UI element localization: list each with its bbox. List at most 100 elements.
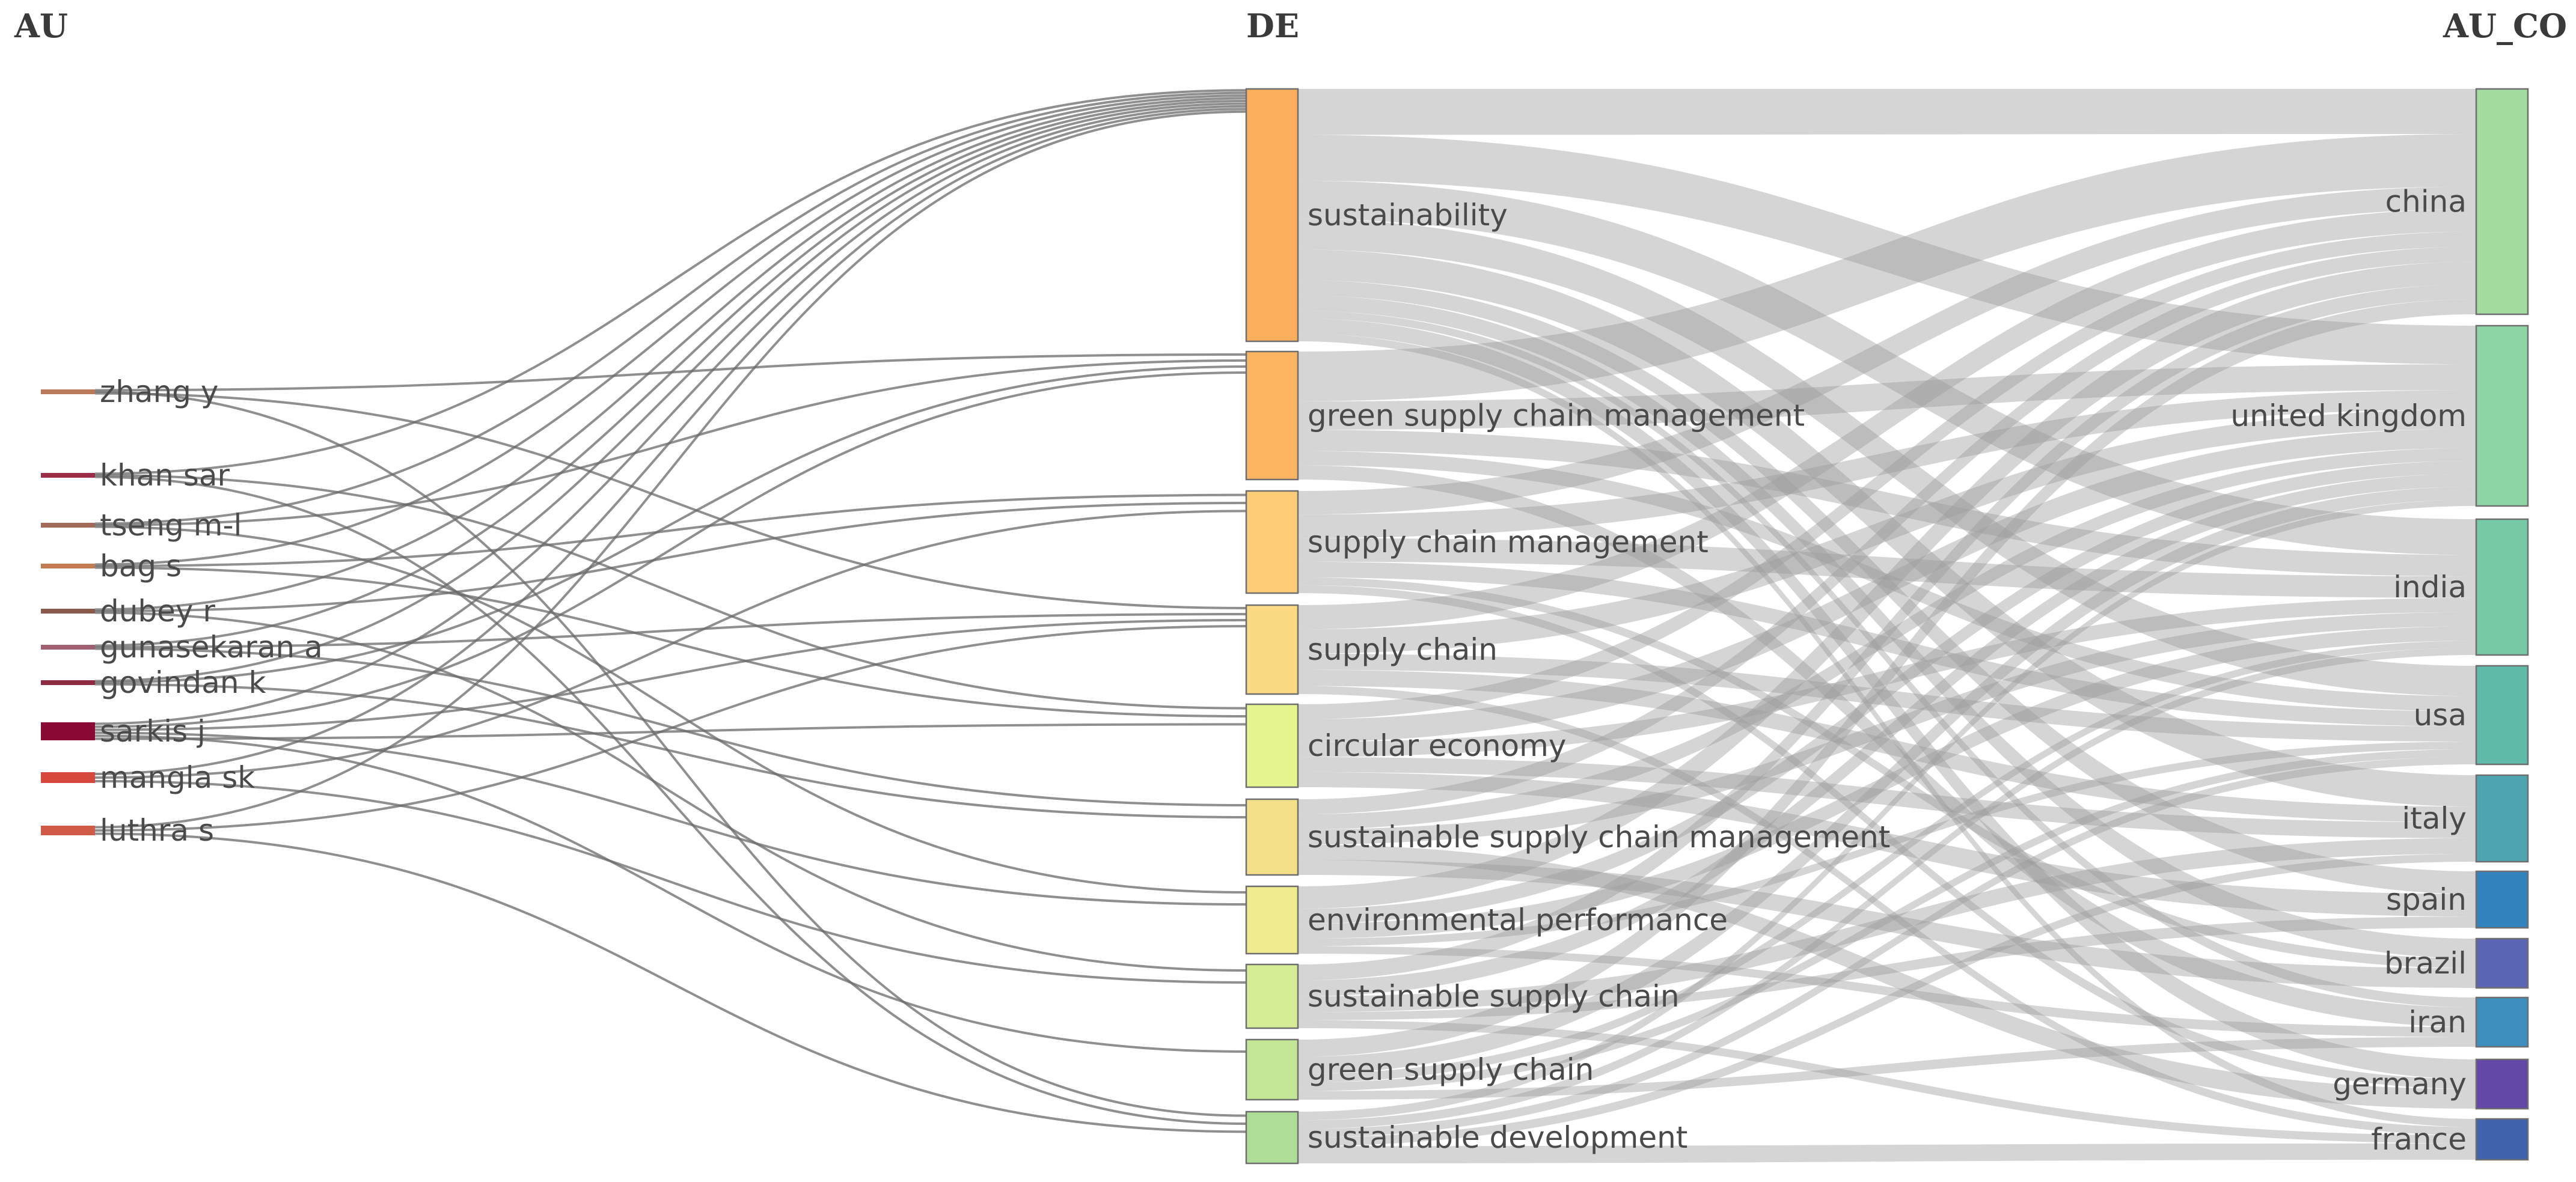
country-node-italy[interactable]	[2475, 774, 2529, 863]
link-sc-france[interactable]	[1298, 686, 2476, 1136]
country-node-india[interactable]	[2475, 518, 2529, 656]
link-sustainability-germany[interactable]	[1298, 318, 2476, 1079]
author-node-bag-s[interactable]	[41, 564, 95, 568]
country-node-iran[interactable]	[2475, 996, 2529, 1048]
author-node-luthra-s[interactable]	[41, 826, 95, 835]
keyword-node-supply-chain[interactable]	[1245, 604, 1299, 695]
link-govindan-sustainability[interactable]	[94, 102, 1247, 683]
link-sarkis-gsc[interactable]	[94, 734, 1247, 1053]
link-tseng-ep[interactable]	[94, 525, 1247, 894]
link-scm-china[interactable]	[1298, 186, 2476, 515]
link-mangla-scm[interactable]	[94, 510, 1247, 779]
link-scm-brazil[interactable]	[1298, 577, 2476, 969]
link-scm-usa[interactable]	[1298, 561, 2476, 727]
country-node-united-kingdom[interactable]	[2475, 324, 2529, 507]
link-sd-uk[interactable]	[1298, 499, 2476, 1121]
link-ce-spain[interactable]	[1298, 772, 2476, 917]
link-ssc-spain[interactable]	[1298, 916, 2476, 1020]
keyword-node-sustainable-development[interactable]	[1245, 1110, 1299, 1165]
link-ssc-france[interactable]	[1298, 1020, 2476, 1144]
link-gscm-iran[interactable]	[1298, 465, 2476, 1028]
link-scm-uk[interactable]	[1298, 390, 2476, 538]
link-luthra-sustainability[interactable]	[94, 110, 1247, 829]
link-sustainability-usa[interactable]	[1298, 219, 2476, 696]
link-sustainability-brazil[interactable]	[1298, 295, 2476, 958]
author-node-khan-sar[interactable]	[41, 473, 95, 478]
link-scm-germany[interactable]	[1298, 585, 2476, 1089]
author-node-sarkis-j[interactable]	[41, 722, 95, 740]
link-luthra-sd[interactable]	[94, 832, 1247, 1133]
link-sscm-brazil[interactable]	[1298, 859, 2476, 988]
link-luthra-sc[interactable]	[94, 625, 1247, 832]
country-node-brazil[interactable]	[2475, 937, 2529, 989]
link-zhang-sc[interactable]	[94, 392, 1247, 609]
link-ce-china[interactable]	[1298, 231, 2476, 720]
link-ep-india[interactable]	[1298, 626, 2476, 939]
author-node-dubey-r[interactable]	[41, 609, 95, 614]
link-gunasekaran-sustainability[interactable]	[94, 100, 1247, 647]
link-sarkis-ep[interactable]	[94, 731, 1247, 906]
link-sc-china[interactable]	[1298, 209, 2476, 630]
link-sustainability-india[interactable]	[1298, 180, 2476, 555]
link-ssc-china[interactable]	[1298, 284, 2476, 981]
link-zhang-sd[interactable]	[94, 391, 1247, 1117]
link-sustainability-france[interactable]	[1298, 334, 2476, 1127]
link-gsc-china[interactable]	[1298, 299, 2476, 1057]
link-sc-usa[interactable]	[1298, 653, 2476, 742]
link-ce-italy[interactable]	[1298, 757, 2476, 838]
link-khan-sd[interactable]	[94, 475, 1247, 1125]
keyword-node-environmental-performance[interactable]	[1245, 885, 1299, 955]
link-gsc-india[interactable]	[1298, 641, 2476, 1083]
author-node-zhang-y[interactable]	[41, 389, 95, 394]
link-sd-italy[interactable]	[1298, 853, 2476, 1147]
link-gscm-uk[interactable]	[1298, 364, 2476, 430]
link-sd-india[interactable]	[1298, 648, 2476, 1129]
country-node-france[interactable]	[2475, 1118, 2529, 1161]
keyword-node-green-supply-chain-management[interactable]	[1245, 350, 1299, 481]
keyword-node-sustainable-supply-chain[interactable]	[1245, 963, 1299, 1029]
link-sarkis-gscm[interactable]	[94, 371, 1247, 728]
link-mangla-ssc[interactable]	[94, 780, 1247, 984]
link-ep-china[interactable]	[1298, 261, 2476, 909]
link-tseng-sustainability[interactable]	[94, 91, 1247, 525]
link-dubey-scm[interactable]	[94, 502, 1247, 612]
link-sarkis-ce[interactable]	[94, 723, 1247, 740]
country-node-germany[interactable]	[2475, 1058, 2529, 1110]
link-sarkis-sustainability[interactable]	[94, 105, 1247, 725]
link-sd-usa[interactable]	[1298, 757, 2476, 1138]
link-khan-ce[interactable]	[94, 474, 1247, 710]
link-sscm-uk[interactable]	[1298, 448, 2476, 830]
author-node-mangla-sk[interactable]	[41, 772, 95, 783]
country-node-china[interactable]	[2475, 88, 2529, 315]
link-ssc-italy[interactable]	[1298, 838, 2476, 1013]
link-bag-scm[interactable]	[94, 493, 1247, 567]
link-ep-usa[interactable]	[1298, 742, 2476, 946]
link-sustainability-china[interactable]	[1298, 89, 2476, 135]
link-sc-italy[interactable]	[1298, 669, 2476, 823]
keyword-node-supply-chain-management[interactable]	[1245, 490, 1299, 594]
link-ce-uk[interactable]	[1298, 428, 2476, 742]
link-gscm-usa[interactable]	[1298, 451, 2476, 711]
country-node-spain[interactable]	[2475, 870, 2529, 929]
link-gscm-india[interactable]	[1298, 430, 2476, 577]
link-sustainability-iran[interactable]	[1298, 311, 2476, 1008]
link-sustainability-uk[interactable]	[1298, 135, 2476, 365]
link-sustainability-italy[interactable]	[1298, 249, 2476, 807]
link-govindan-gscm[interactable]	[94, 365, 1247, 684]
link-mangla-sustainability[interactable]	[94, 108, 1247, 775]
link-ce-india[interactable]	[1298, 597, 2476, 757]
link-sustainability-spain[interactable]	[1298, 280, 2476, 894]
link-ep-uk[interactable]	[1298, 461, 2476, 924]
keyword-node-green-supply-chain[interactable]	[1245, 1038, 1299, 1101]
link-govindan-sscm[interactable]	[94, 683, 1247, 818]
country-node-usa[interactable]	[2475, 665, 2529, 766]
author-node-tseng-m-l[interactable]	[41, 523, 95, 528]
link-gsc-iran[interactable]	[1298, 1037, 2476, 1100]
author-node-gunasekaran-a[interactable]	[41, 645, 95, 650]
link-gsc-usa[interactable]	[1298, 749, 2476, 1091]
link-gunasekaran-sscm[interactable]	[94, 647, 1247, 806]
link-sscm-china[interactable]	[1298, 246, 2476, 815]
link-khan-sustainability[interactable]	[94, 89, 1247, 475]
link-dubey-ssc[interactable]	[94, 611, 1247, 972]
link-sc-uk[interactable]	[1298, 409, 2476, 654]
